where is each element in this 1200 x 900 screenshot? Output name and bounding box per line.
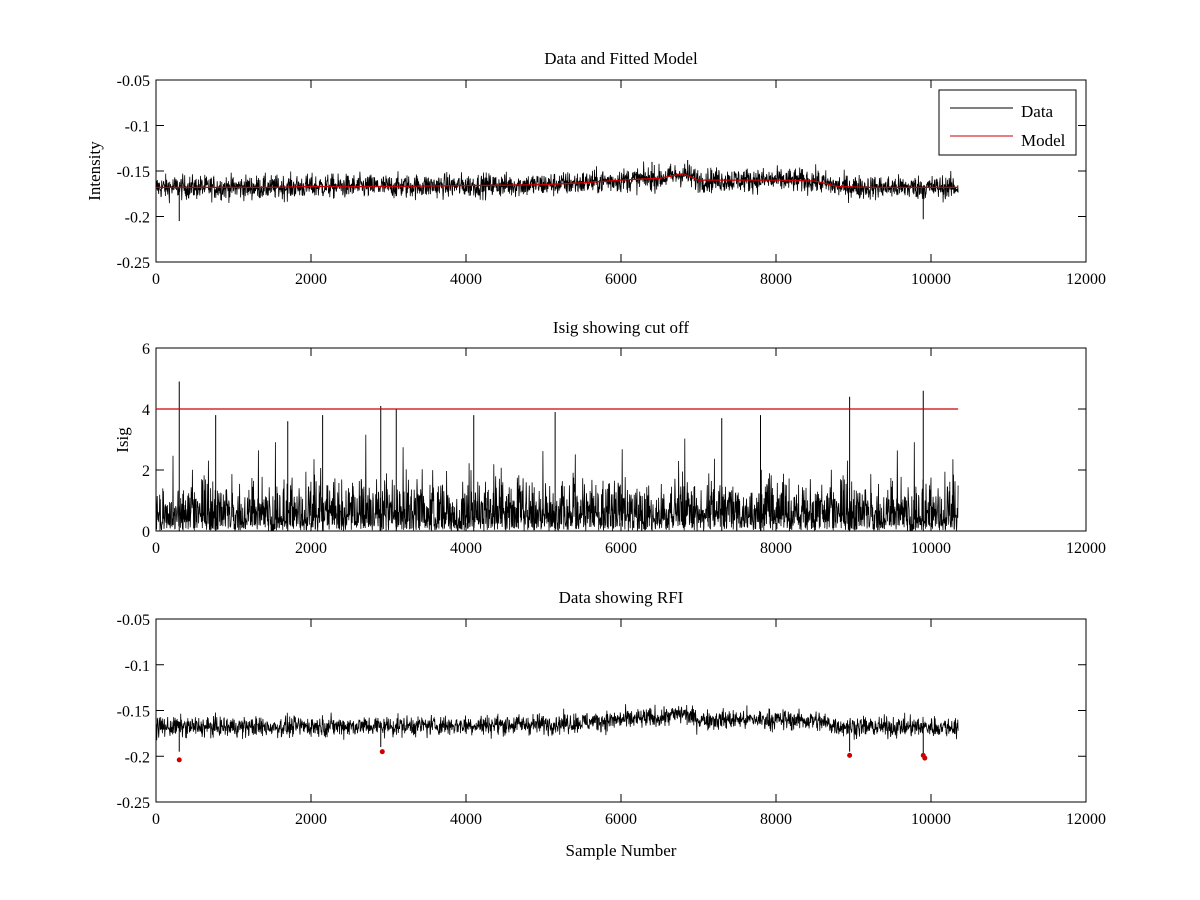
x-tick-label: 4000 [450, 811, 482, 828]
plot-area: 0 2000 4000 6000 8000 10000 12000 -0.05 -0.1 -0.1… [117, 73, 1106, 288]
rfi-point [379, 749, 385, 755]
series-data-line [156, 704, 959, 741]
y-tick-label: 6 [142, 341, 150, 358]
series-isig-line [156, 434, 959, 531]
x-tick-label: 8000 [760, 271, 792, 288]
y-axis-label: Intensity [85, 141, 104, 201]
y-tick-label: -0.05 [117, 73, 150, 90]
panel-title: Isig showing cut off [553, 318, 689, 337]
x-tick-label: 2000 [295, 271, 327, 288]
x-tick-label: 10000 [911, 540, 951, 557]
x-tick-label: 4000 [450, 271, 482, 288]
x-tick-label: 6000 [605, 540, 637, 557]
y-tick-label: 4 [142, 402, 150, 419]
y-tick-label: -0.15 [117, 704, 150, 721]
panel-data-showing-rfi: Data showing RFI Sample Number 0 2000 4000… [117, 588, 1106, 860]
panel-data-fitted-model: Data and Fitted Model Intensity 0 2000 400… [85, 49, 1106, 288]
x-tick-label: 2000 [295, 811, 327, 828]
series-model-line [156, 173, 959, 189]
x-tick-label: 8000 [760, 811, 792, 828]
legend-label-model: Model [1021, 131, 1066, 150]
series-group [156, 381, 959, 531]
y-axis-label: Isig [113, 427, 132, 453]
x-tick-label: 0 [152, 540, 160, 557]
panel-title: Data and Fitted Model [544, 49, 698, 68]
y-tick-label: -0.25 [117, 255, 150, 272]
x-tick-label: 4000 [450, 540, 482, 557]
series-group [156, 160, 959, 222]
y-tick-label: -0.2 [125, 749, 150, 766]
panel-isig-cutoff: Isig showing cut off Isig 0 2000 4000 6000 8… [113, 318, 1106, 557]
panel-title: Data showing RFI [559, 588, 684, 607]
x-tick-label: 8000 [760, 540, 792, 557]
x-tick-label: 12000 [1066, 540, 1106, 557]
x-tick-label: 0 [152, 811, 160, 828]
y-tick-label: -0.15 [117, 164, 150, 181]
series-group [156, 704, 959, 763]
x-tick-label: 6000 [605, 811, 637, 828]
rfi-point [847, 752, 853, 758]
x-tick-label: 10000 [911, 271, 951, 288]
x-tick-label: 12000 [1066, 811, 1106, 828]
y-tick-label: 0 [142, 524, 150, 541]
plot-area: 0 2000 4000 6000 8000 10000 12000 -0.05 -0.1 -0.1… [117, 612, 1106, 828]
legend: Data Model [938, 89, 1077, 156]
rfi-point [176, 757, 182, 763]
rfi-point [922, 755, 928, 761]
x-tick-label: 2000 [295, 540, 327, 557]
y-tick-label: 2 [142, 463, 150, 480]
legend-box [938, 89, 1077, 156]
y-tick-label: -0.1 [125, 658, 150, 675]
y-tick-label: -0.1 [125, 119, 150, 136]
x-tick-label: 12000 [1066, 271, 1106, 288]
x-axis-label: Sample Number [566, 841, 677, 860]
y-tick-label: -0.2 [125, 210, 150, 227]
y-tick-label: -0.25 [117, 795, 150, 812]
x-tick-label: 6000 [605, 271, 637, 288]
legend-label-data: Data [1021, 102, 1054, 121]
y-tick-label: -0.05 [117, 612, 150, 629]
plot-area: 0 2000 4000 6000 8000 10000 12000 0 2 4 6 [142, 341, 1106, 557]
x-tick-label: 10000 [911, 811, 951, 828]
x-tick-label: 0 [152, 271, 160, 288]
